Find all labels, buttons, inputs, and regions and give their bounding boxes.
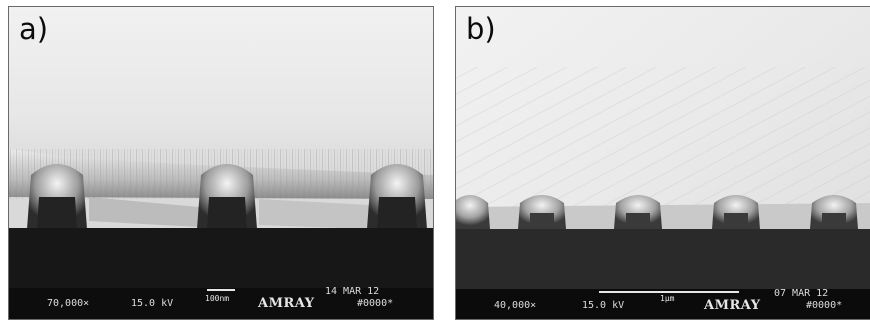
image-number: #0000* [806,300,843,311]
brand-logo-text: AMRAY [258,296,315,311]
panel-label: b) [466,12,496,46]
scale-label: 100nm [205,294,230,303]
magnification: 40,000× [494,300,537,311]
magnification: 70,000× [47,298,90,309]
scale-label: 1μm [660,294,675,303]
date: 14 MAR 12 [325,286,380,297]
sem-micrograph-a [9,7,433,319]
scale-bar [207,289,235,291]
brand-logo-text: AMRAY [704,298,761,313]
scale-bar [599,291,739,293]
sem-panel-b: b) 40,000× 15.0 kV 1μm AMRAY 07 MAR 12 #… [455,6,870,320]
sem-panel-a: a) 70,000× 15.0 kV 100nm AMRAY 14 MAR 12… [8,6,434,320]
accelerating-voltage: 15.0 kV [582,300,625,311]
date: 07 MAR 12 [774,288,829,299]
image-number: #0000* [357,298,394,309]
accelerating-voltage: 15.0 kV [131,298,174,309]
panel-label: a) [19,12,49,46]
sem-micrograph-b [456,7,870,319]
